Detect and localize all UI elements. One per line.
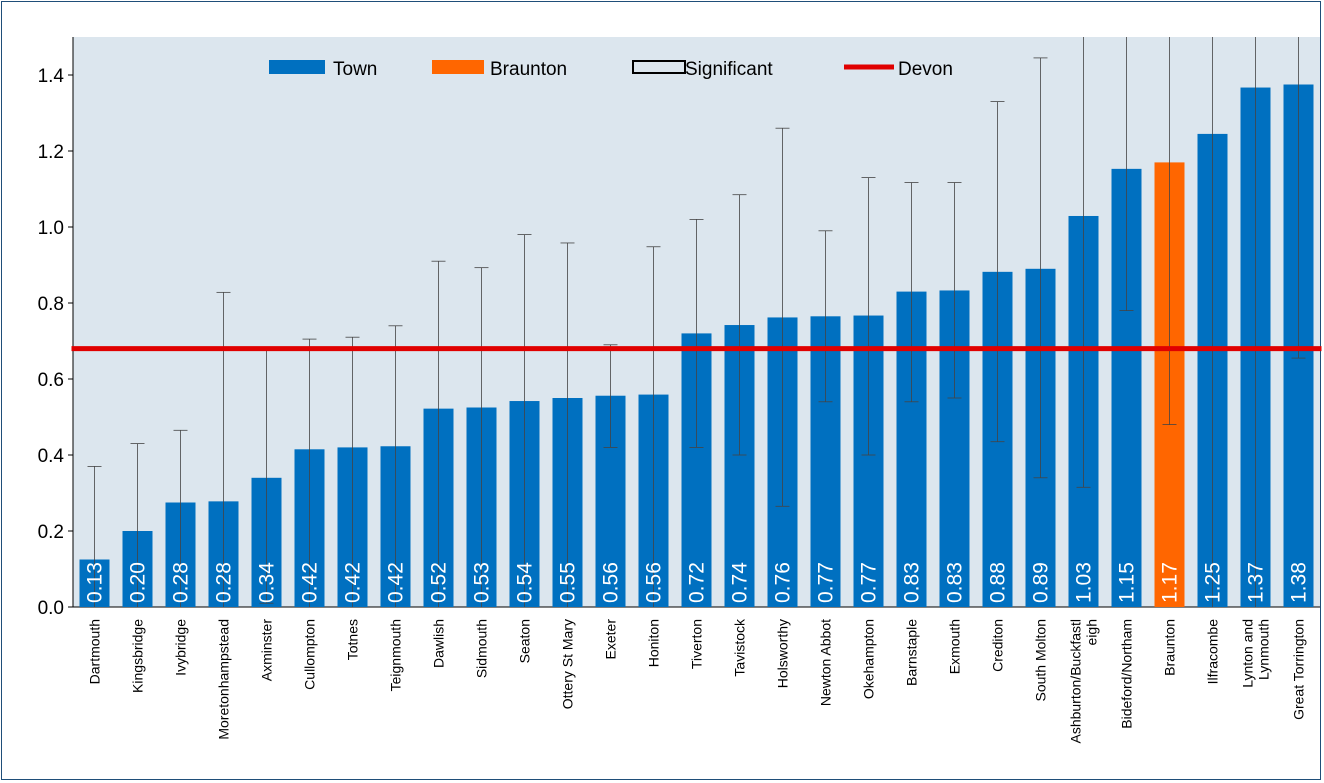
x-category-label: Ilfracombe (1205, 619, 1221, 685)
x-category-label: Exmouth (947, 619, 963, 674)
bar-value-label: 0.83 (944, 562, 967, 603)
legend-devon-label: Devon (898, 59, 953, 80)
bar-value-label: 0.42 (299, 562, 322, 603)
x-axis-labels: Dartmouth Kingsbridge Ivybridge Moretonhamp… (87, 618, 1307, 744)
bar-value-label: 0.56 (643, 562, 666, 603)
bar-value-label: 0.52 (428, 562, 451, 603)
legend-braunton-label: Braunton (490, 59, 567, 80)
x-category-label: Ivybridge (173, 619, 189, 676)
x-category-label: Lynmouth (1256, 619, 1272, 680)
x-category-label: Kingsbridge (130, 619, 146, 693)
x-category-label: Totnes (345, 619, 361, 660)
bar-value-label: 1.03 (1073, 562, 1096, 603)
y-tick-label: 0.2 (38, 522, 64, 543)
x-category-label: eigh (1084, 619, 1100, 645)
x-category-label: Honiton (646, 619, 662, 667)
bar-value-label: 0.53 (471, 562, 494, 603)
value-labels: 0.13 0.20 0.28 0.28 0.34 0.42 0.42 0.42 0.52 0.53… (84, 562, 1311, 603)
x-category-label: Barnstaple (904, 619, 920, 686)
legend-town-label: Town (333, 59, 377, 80)
bar-value-label: 0.54 (514, 562, 537, 603)
x-category-label: Sidmouth (474, 619, 490, 678)
bar-value-label: 0.74 (729, 562, 752, 603)
bar-value-label: 1.25 (1202, 562, 1225, 603)
bar-value-label: 0.42 (385, 562, 408, 603)
bar-value-label: 0.42 (342, 562, 365, 603)
y-tick-label: 1.4 (38, 66, 65, 87)
x-category-label: Exeter (603, 619, 619, 660)
y-tick-label: 1.2 (38, 142, 64, 163)
y-tick-label: 0.8 (38, 294, 64, 315)
y-tick-label: 0.4 (38, 446, 65, 467)
bar-value-label: 0.13 (84, 562, 107, 603)
bar-value-label: 0.72 (686, 562, 709, 603)
bar-value-label: 0.20 (127, 562, 150, 603)
error-bars (87, 37, 1306, 607)
bar-value-label: 0.55 (557, 562, 580, 603)
bar-value-label: 0.56 (600, 562, 623, 603)
x-category-label: Braunton (1162, 619, 1178, 676)
x-category-label: Teignmouth (388, 619, 404, 691)
x-category-label: Cullompton (302, 619, 318, 690)
legend-significant-swatch (632, 60, 686, 74)
x-category-label: Axminster (259, 619, 275, 682)
legend-braunton-swatch (432, 60, 484, 74)
x-category-label: Lynton and (1240, 619, 1256, 688)
x-category-label: Tavistock (732, 618, 748, 677)
bar-value-label: 0.76 (772, 562, 795, 603)
bar-value-label: 1.15 (1116, 562, 1139, 603)
y-tick-label: 0.0 (38, 598, 64, 619)
bar-value-label: 0.89 (1030, 562, 1053, 603)
bar-value-label: 0.28 (213, 562, 236, 603)
x-category-label: Seaton (517, 619, 533, 663)
x-category-label: Bideford/Northam (1119, 619, 1135, 729)
x-category-label: Ottery St Mary (560, 619, 576, 709)
bar-value-label: 0.83 (901, 562, 924, 603)
bar-value-label: 0.77 (815, 562, 838, 603)
y-tick-label: 0.6 (38, 370, 64, 391)
bar-value-label: 0.34 (256, 562, 279, 603)
y-tick-label: 1.0 (38, 218, 64, 239)
x-category-label: Crediton (990, 619, 1006, 672)
bar-value-label: 0.88 (987, 562, 1010, 603)
bar-value-label: 1.37 (1245, 562, 1268, 603)
bar-value-label: 1.17 (1159, 562, 1182, 603)
x-category-label: Ashburton/Buckfastl (1068, 619, 1084, 744)
x-category-label: Holsworthy (775, 619, 791, 688)
bar-value-label: 0.77 (858, 562, 881, 603)
x-category-label: Tiverton (689, 619, 705, 669)
legend: Town Braunton Significant Devon (269, 59, 953, 80)
x-category-label: Okehampton (861, 619, 877, 699)
bar-value-label: 1.38 (1288, 562, 1311, 603)
legend-town-swatch (269, 60, 325, 74)
x-category-label: Great Torrington (1291, 619, 1307, 720)
x-category-label: Moretonhampstead (216, 619, 232, 740)
x-category-label: Dawlish (431, 619, 447, 668)
legend-significant-label: Significant (685, 59, 773, 80)
x-category-label: Dartmouth (87, 619, 103, 684)
bar-value-label: 0.28 (170, 562, 193, 603)
x-category-label: Newton Abbot (818, 619, 834, 706)
x-category-label: South Molton (1033, 619, 1049, 702)
